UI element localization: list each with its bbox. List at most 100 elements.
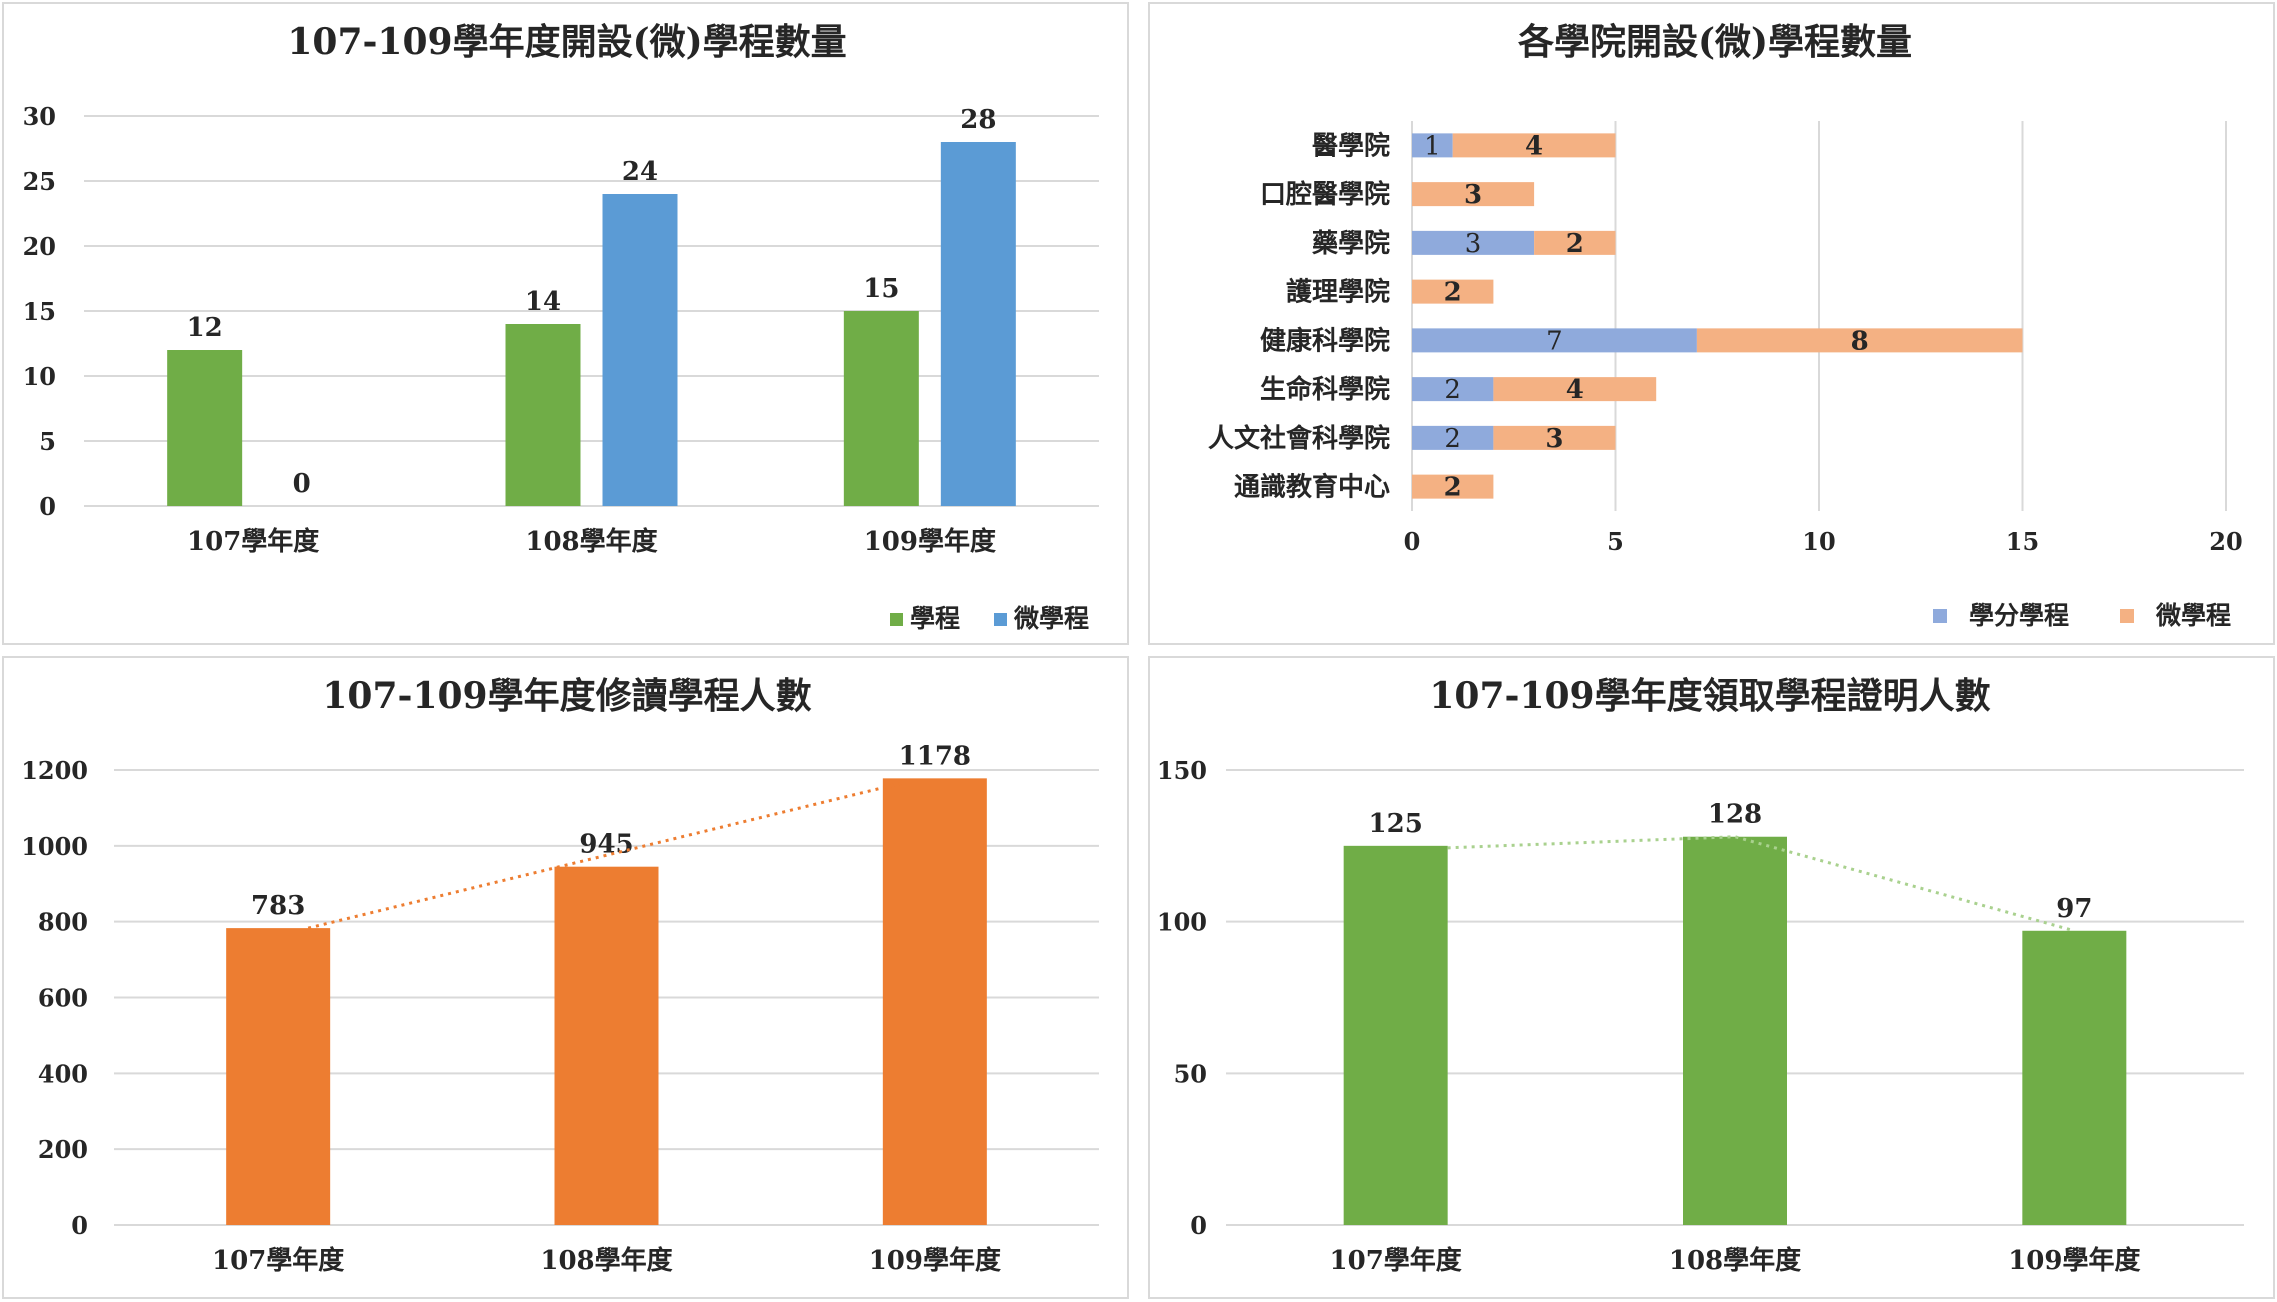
legend-swatch xyxy=(2120,609,2134,623)
y-tick-label: 0 xyxy=(71,1211,88,1240)
data-label: 2 xyxy=(1444,375,1461,405)
bar xyxy=(167,350,243,506)
data-label: 4 xyxy=(1566,375,1584,405)
chart-title: 107-109學年度開設(微)學程數量 xyxy=(287,21,846,63)
y-tick-label: 15 xyxy=(23,297,56,326)
legend-label: 微學程 xyxy=(2155,601,2231,630)
data-label: 1178 xyxy=(899,741,971,771)
y-tick-label: 150 xyxy=(1157,756,1207,785)
data-label: 3 xyxy=(1464,180,1482,210)
y-tick-label: 30 xyxy=(23,102,56,131)
bar-segment xyxy=(1412,133,1453,158)
data-label: 97 xyxy=(2056,894,2092,924)
y-tick-label: 0 xyxy=(1190,1211,1207,1240)
data-label: 3 xyxy=(1465,229,1482,259)
y-category-label: 醫學院 xyxy=(1312,130,1390,161)
x-category-label: 109學年度 xyxy=(2008,1245,2140,1276)
data-label: 4 xyxy=(1525,131,1543,161)
x-category-label: 109學年度 xyxy=(869,1245,1001,1276)
bar xyxy=(1683,836,1787,1225)
bar xyxy=(882,778,987,1225)
chart-panel-college-programs: 各學院開設(微)學程數量 0 5 10 15 20 醫學院 1 4 口腔醫學院 3 藥學院 3 2 護理學… xyxy=(1148,2,2275,645)
x-category-label: 107學年度 xyxy=(212,1245,344,1276)
chart-enrollment: 107-109學年度修讀學程人數 0 200 400 600 800 1000 1200 10… xyxy=(21,675,1099,1276)
chart-certificates: 107-109學年度領取學程證明人數 0 50 100 150 107學年度 125 108… xyxy=(1157,675,2244,1276)
legend-swatch xyxy=(890,613,903,626)
bar xyxy=(554,866,659,1225)
data-label: 3 xyxy=(1545,424,1563,454)
data-label: 14 xyxy=(525,287,561,317)
bar-segment xyxy=(1452,133,1616,158)
connector-line xyxy=(1447,835,2075,933)
bar xyxy=(843,311,919,506)
bar-segment xyxy=(1412,279,1494,304)
bar-segment xyxy=(1412,328,1697,353)
legend-swatch xyxy=(994,613,1007,626)
data-label: 12 xyxy=(187,313,223,343)
data-label: 783 xyxy=(251,891,305,921)
chart-panel-programs-count: 107-109學年度開設(微)學程數量 0 5 10 15 20 25 30 107學年度 12… xyxy=(2,2,1129,645)
bar-segment xyxy=(1412,230,1535,255)
bar xyxy=(2022,930,2127,1225)
y-tick-label: 0 xyxy=(39,492,56,521)
bar xyxy=(1343,845,1448,1225)
chart-programs-count: 107-109學年度開設(微)學程數量 0 5 10 15 20 25 30 107學年度 12… xyxy=(23,21,1099,633)
y-category-label: 通識教育中心 xyxy=(1234,472,1390,503)
bar xyxy=(505,324,581,506)
bar xyxy=(940,142,1016,506)
data-label: 24 xyxy=(622,157,658,187)
data-label: 2 xyxy=(1444,473,1462,503)
legend-swatch xyxy=(1933,609,1947,623)
x-category-label: 109學年度 xyxy=(864,526,996,557)
chart-title: 107-109學年度領取學程證明人數 xyxy=(1429,675,1990,717)
data-label: 15 xyxy=(863,274,899,304)
data-label: 2 xyxy=(1566,229,1584,259)
chart-panel-certificates: 107-109學年度領取學程證明人數 0 50 100 150 107學年度 125 108… xyxy=(1148,656,2275,1299)
bar xyxy=(226,928,331,1225)
y-tick-label: 50 xyxy=(1174,1059,1207,1088)
data-label: 0 xyxy=(293,469,311,499)
x-category-label: 108學年度 xyxy=(525,526,657,557)
chart-title: 107-109學年度修讀學程人數 xyxy=(322,675,811,717)
y-tick-label: 20 xyxy=(23,232,56,261)
y-category-label: 健康科學院 xyxy=(1260,325,1390,356)
y-tick-label: 5 xyxy=(39,427,56,456)
y-tick-label: 100 xyxy=(1157,908,1207,937)
data-label: 125 xyxy=(1369,809,1423,839)
data-label: 28 xyxy=(960,105,996,135)
x-category-label: 108學年度 xyxy=(540,1245,672,1276)
y-tick-label: 200 xyxy=(38,1135,88,1164)
bar xyxy=(602,194,678,506)
data-label: 945 xyxy=(579,830,633,860)
legend-label: 微學程 xyxy=(1013,604,1089,633)
bar-segment xyxy=(1412,377,1494,402)
bar-segment xyxy=(1534,230,1616,255)
bar-segment xyxy=(1412,425,1494,450)
data-label: 128 xyxy=(1708,800,1762,830)
data-label: 7 xyxy=(1546,326,1563,356)
x-category-label: 107學年度 xyxy=(187,526,319,557)
y-tick-label: 10 xyxy=(23,362,56,391)
y-tick-label: 400 xyxy=(38,1059,88,1088)
x-tick-label: 15 xyxy=(2006,527,2039,556)
y-tick-label: 800 xyxy=(38,908,88,937)
bar-segment xyxy=(1412,182,1535,207)
data-label: 1 xyxy=(1424,131,1441,161)
x-category-label: 108學年度 xyxy=(1669,1245,1801,1276)
y-tick-label: 1000 xyxy=(21,832,88,861)
legend-label: 學程 xyxy=(910,604,960,633)
legend-label: 學分學程 xyxy=(1969,601,2069,630)
x-tick-label: 20 xyxy=(2209,527,2242,556)
y-category-label: 口腔醫學院 xyxy=(1260,179,1390,210)
y-category-label: 生命科學院 xyxy=(1260,374,1390,405)
data-label: 2 xyxy=(1444,278,1462,308)
y-tick-label: 1200 xyxy=(21,756,88,785)
y-category-label: 人文社會科學院 xyxy=(1208,423,1390,454)
bar-segment xyxy=(1696,328,2023,353)
bar-segment xyxy=(1493,425,1616,450)
y-category-label: 藥學院 xyxy=(1311,228,1390,259)
x-tick-label: 10 xyxy=(1802,527,1835,556)
x-tick-label: 5 xyxy=(1607,527,1624,556)
bar-segment xyxy=(1412,474,1494,499)
